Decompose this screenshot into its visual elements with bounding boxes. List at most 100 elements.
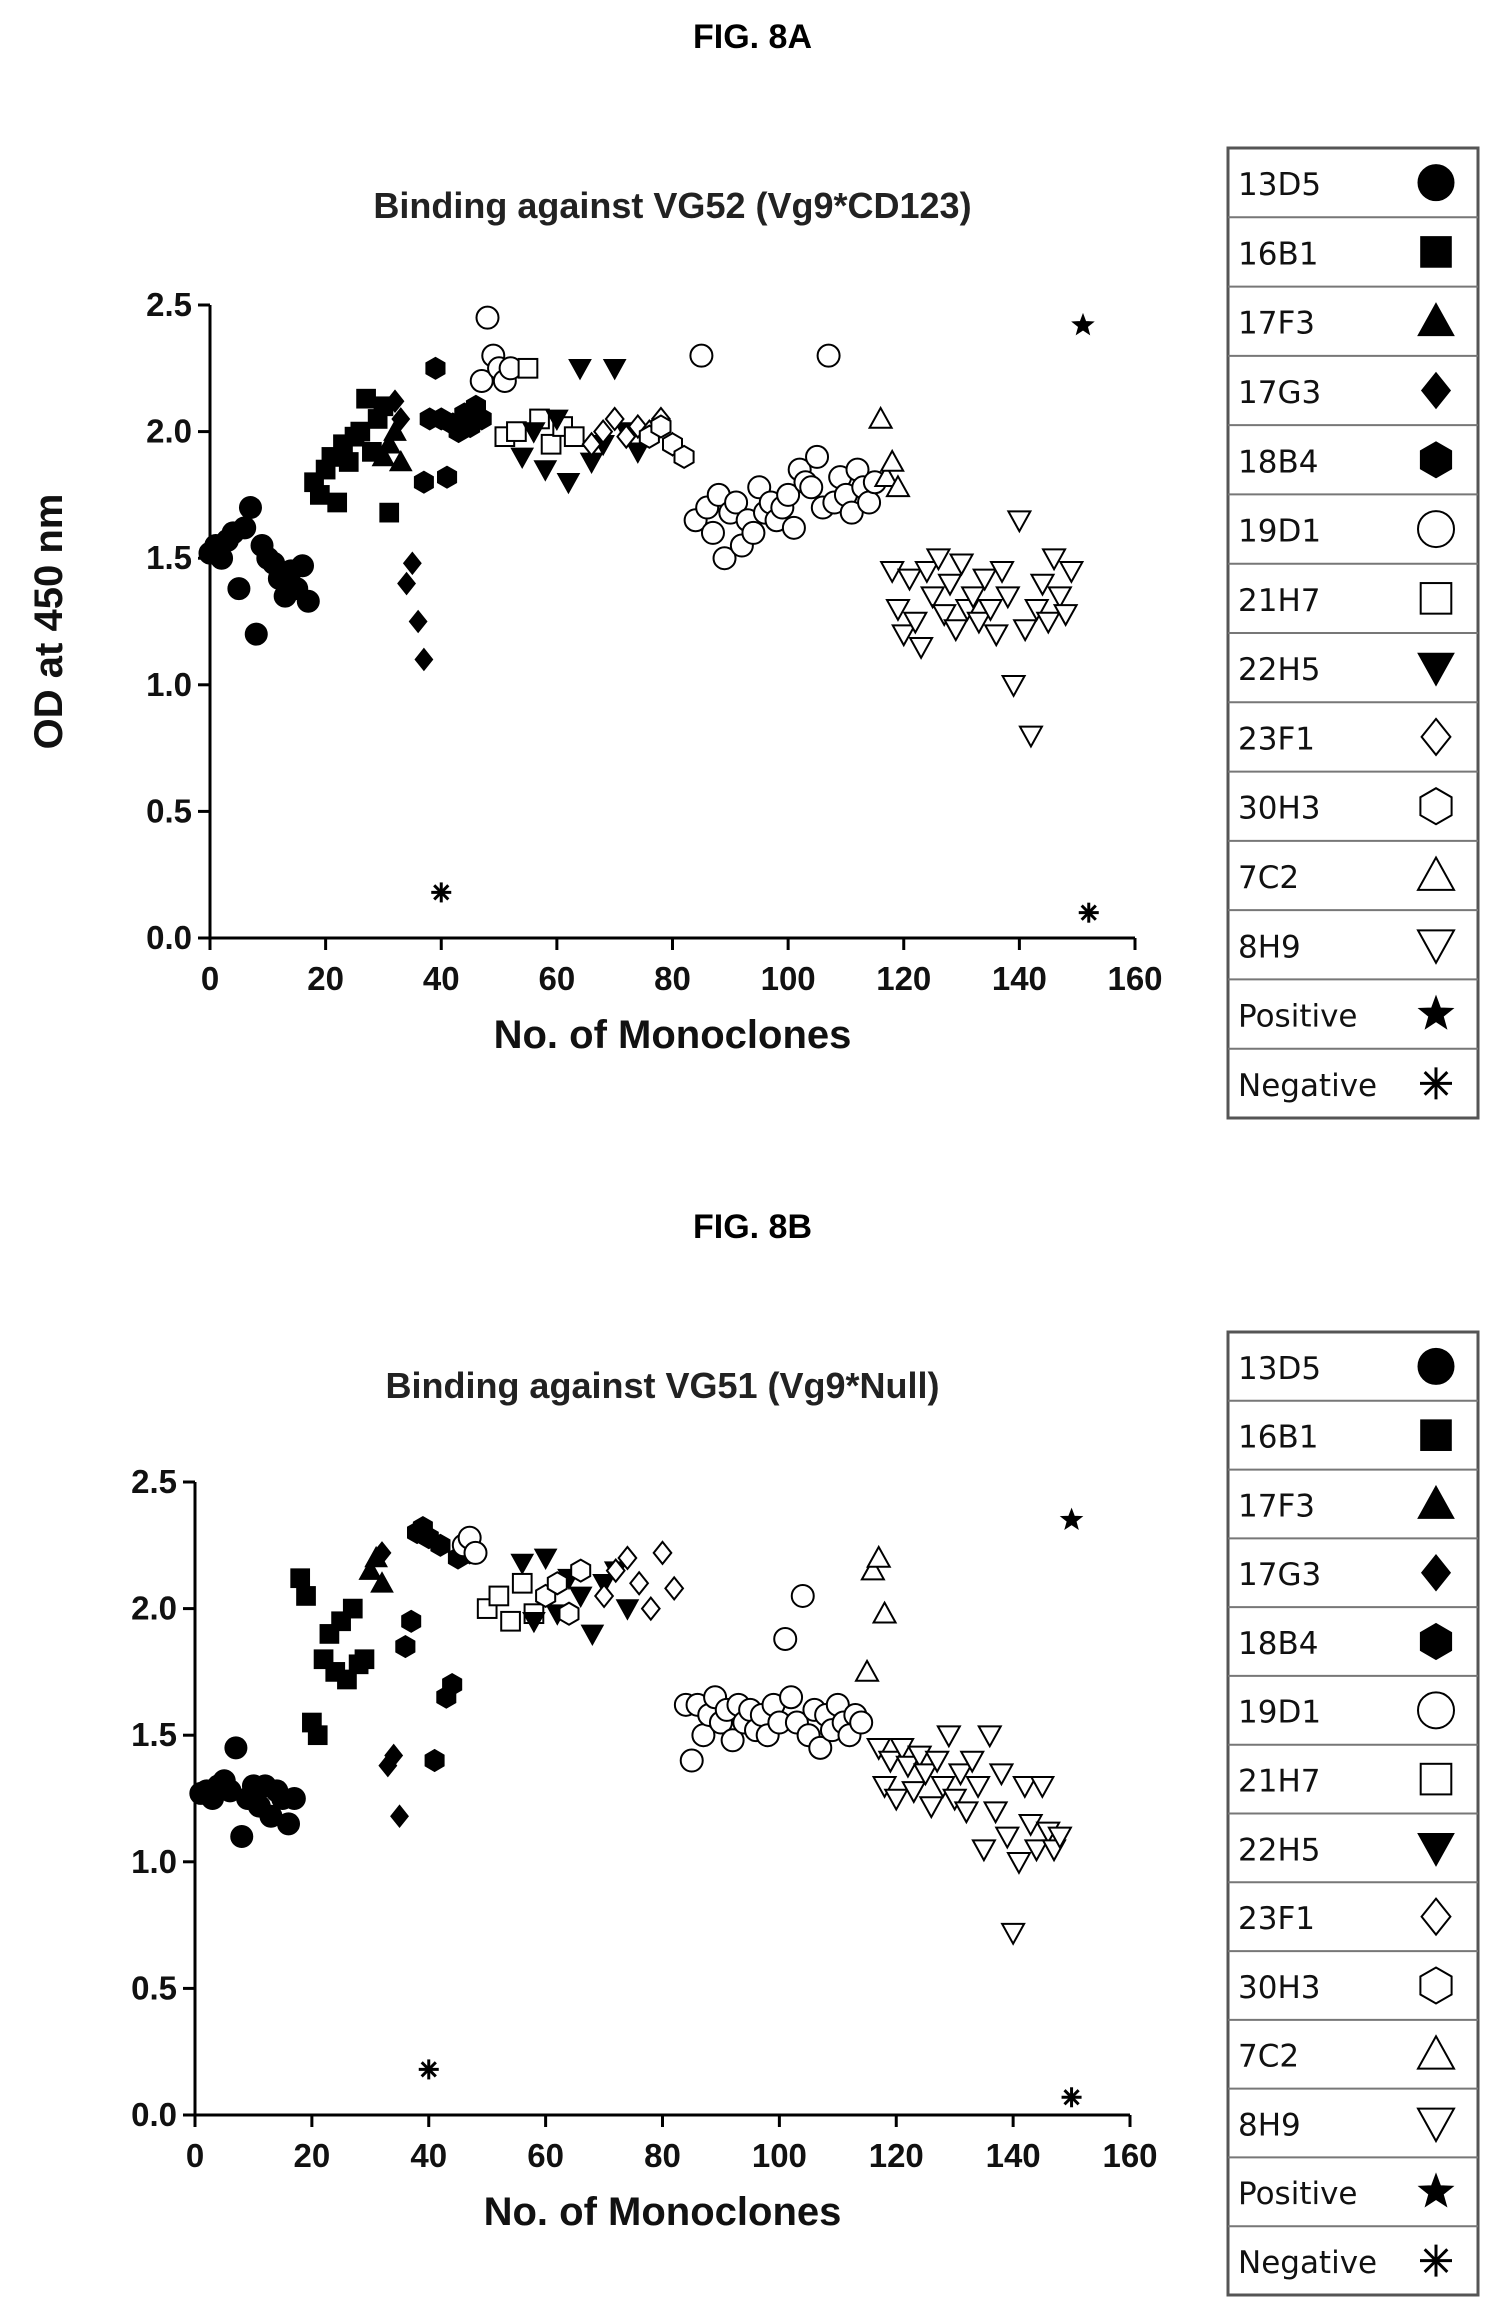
data-point bbox=[741, 520, 766, 545]
data-point bbox=[650, 414, 672, 439]
legend-label: 21H7 bbox=[1238, 583, 1320, 619]
data-point bbox=[1041, 548, 1067, 572]
data-point bbox=[948, 553, 975, 577]
data-point bbox=[982, 1801, 1009, 1825]
data-point bbox=[282, 1787, 306, 1810]
data-point bbox=[327, 492, 348, 513]
data-point bbox=[943, 619, 969, 643]
data-point bbox=[469, 368, 494, 393]
legend-label: 16B1 bbox=[1238, 1420, 1318, 1456]
legend-label: Positive bbox=[1238, 999, 1358, 1035]
series-17g3 bbox=[385, 389, 434, 672]
data-point bbox=[866, 1544, 892, 1568]
legend-marker-19d1 bbox=[1417, 510, 1455, 549]
data-point bbox=[995, 586, 1021, 610]
legend-marker-17g3 bbox=[1420, 371, 1452, 410]
data-point bbox=[605, 1558, 626, 1584]
legend-marker-negative bbox=[1420, 1067, 1452, 1100]
legend-label: 16B1 bbox=[1238, 236, 1318, 272]
legend-marker-18b4 bbox=[1419, 441, 1453, 479]
data-point bbox=[395, 1635, 416, 1659]
data-point bbox=[291, 554, 314, 578]
y-tick-label: 2.0 bbox=[146, 413, 192, 450]
data-point bbox=[1024, 599, 1050, 622]
data-point bbox=[640, 1595, 661, 1622]
data-point bbox=[908, 637, 934, 660]
x-tick-label: 100 bbox=[761, 960, 816, 997]
data-point bbox=[388, 449, 413, 472]
x-tick-label: 80 bbox=[654, 960, 691, 997]
series-negative bbox=[418, 2059, 1082, 2108]
series-positive bbox=[1059, 1507, 1084, 1531]
series-7c2 bbox=[854, 1544, 898, 1682]
data-point bbox=[652, 1540, 673, 1566]
data-point bbox=[805, 444, 830, 469]
data-point bbox=[879, 561, 905, 584]
data-point bbox=[625, 442, 650, 464]
legend-marker-13d5 bbox=[1417, 1347, 1455, 1385]
data-point bbox=[342, 1598, 363, 1619]
y-tick-label: 1.0 bbox=[146, 666, 192, 703]
data-point bbox=[700, 520, 725, 545]
legend-label: 21H7 bbox=[1238, 1763, 1320, 1799]
data-point bbox=[971, 1839, 997, 1863]
x-tick-label: 0 bbox=[186, 2137, 204, 2174]
series-19d1 bbox=[469, 305, 887, 571]
y-tick-label: 0.5 bbox=[131, 1969, 177, 2006]
x-tick-label: 40 bbox=[423, 960, 460, 997]
series-30h3 bbox=[535, 1558, 592, 1626]
legend-marker-8h9 bbox=[1416, 2107, 1456, 2144]
data-point bbox=[408, 609, 428, 634]
legend-label: Positive bbox=[1238, 2176, 1358, 2212]
data-point bbox=[379, 502, 400, 523]
data-point bbox=[377, 432, 402, 454]
legend-label: 17F3 bbox=[1238, 1488, 1315, 1524]
data-point bbox=[1078, 902, 1099, 923]
data-point bbox=[615, 1599, 640, 1621]
legend-label: 23F1 bbox=[1238, 721, 1315, 757]
data-point bbox=[1012, 619, 1038, 643]
y-tick-label: 2.5 bbox=[131, 1463, 177, 1500]
data-point bbox=[895, 1755, 921, 1779]
legend-marker-positive bbox=[1417, 2172, 1455, 2208]
data-point bbox=[712, 546, 737, 571]
data-point bbox=[902, 611, 929, 635]
data-point bbox=[1006, 510, 1033, 534]
data-point bbox=[390, 1804, 409, 1829]
series-positive bbox=[1071, 312, 1095, 336]
data-point bbox=[1000, 675, 1027, 698]
legend-marker-17f3 bbox=[1417, 1484, 1455, 1519]
data-point bbox=[391, 407, 411, 431]
data-point bbox=[568, 1586, 593, 1608]
data-point bbox=[914, 561, 940, 584]
data-point bbox=[849, 1710, 874, 1735]
legend-marker-17g3 bbox=[1420, 1553, 1452, 1592]
y-tick-label: 2.5 bbox=[146, 286, 192, 323]
series-30h3 bbox=[638, 414, 695, 470]
data-point bbox=[720, 1728, 745, 1753]
data-point bbox=[238, 496, 262, 520]
series-8h9 bbox=[879, 510, 1085, 749]
data-point bbox=[857, 490, 882, 515]
data-point bbox=[307, 1725, 328, 1746]
data-point bbox=[506, 421, 527, 442]
data-point bbox=[290, 1568, 311, 1589]
series-16b1 bbox=[290, 1568, 375, 1746]
data-point bbox=[358, 1558, 383, 1580]
data-point bbox=[604, 406, 625, 432]
legend-label: 8H9 bbox=[1238, 929, 1301, 965]
legend-marker-positive bbox=[1417, 994, 1455, 1030]
data-point bbox=[227, 577, 251, 601]
data-point bbox=[233, 516, 257, 540]
data-point bbox=[540, 433, 562, 455]
data-point bbox=[808, 1735, 833, 1760]
data-point bbox=[510, 447, 535, 469]
data-point bbox=[568, 359, 592, 381]
data-point bbox=[877, 1750, 904, 1774]
legend-marker-23f1 bbox=[1420, 1897, 1452, 1937]
y-tick-label: 0.0 bbox=[146, 919, 192, 956]
legend-marker-8h9 bbox=[1416, 929, 1456, 965]
data-point bbox=[936, 1725, 962, 1749]
data-point bbox=[664, 1575, 685, 1601]
legend-label: 17G3 bbox=[1238, 1557, 1321, 1593]
